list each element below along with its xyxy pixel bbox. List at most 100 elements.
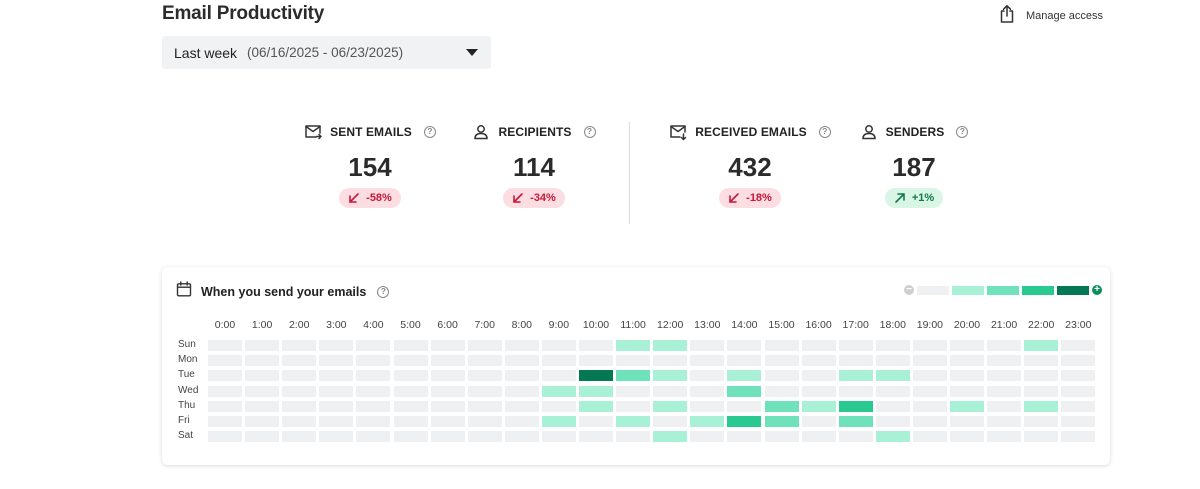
heatmap-cell[interactable] xyxy=(764,400,799,412)
heatmap-cell[interactable] xyxy=(1061,416,1096,427)
heatmap-cell[interactable] xyxy=(504,370,539,382)
heatmap-cell[interactable] xyxy=(838,355,873,367)
heatmap-cell[interactable] xyxy=(579,370,613,382)
heatmap-cell[interactable] xyxy=(393,355,428,367)
heatmap-cell[interactable] xyxy=(690,355,725,367)
heatmap-cell[interactable] xyxy=(282,385,317,397)
heatmap-cell[interactable] xyxy=(319,416,354,427)
heatmap-cell[interactable] xyxy=(950,431,984,443)
heatmap-cell[interactable] xyxy=(875,385,910,397)
heatmap-cell[interactable] xyxy=(467,340,502,351)
heatmap-cell[interactable] xyxy=(764,431,799,443)
heatmap-cell[interactable] xyxy=(504,431,539,443)
heatmap-cell[interactable] xyxy=(912,400,947,412)
heatmap-cell[interactable] xyxy=(319,400,354,412)
heatmap-cell[interactable] xyxy=(912,340,947,351)
heatmap-cell[interactable] xyxy=(1061,355,1096,367)
heatmap-cell[interactable] xyxy=(987,400,1022,412)
heatmap-cell[interactable] xyxy=(282,340,317,351)
heatmap-cell[interactable] xyxy=(875,431,910,443)
heatmap-cell[interactable] xyxy=(653,416,688,427)
heatmap-cell[interactable] xyxy=(653,340,688,351)
heatmap-cell[interactable] xyxy=(727,385,762,397)
heatmap-cell[interactable] xyxy=(653,355,688,367)
heatmap-cell[interactable] xyxy=(430,416,465,427)
heatmap-cell[interactable] xyxy=(653,431,688,443)
heatmap-cell[interactable] xyxy=(430,340,465,351)
heatmap-cell[interactable] xyxy=(356,385,391,397)
heatmap-cell[interactable] xyxy=(430,385,465,397)
heatmap-cell[interactable] xyxy=(393,431,428,443)
heatmap-cell[interactable] xyxy=(579,340,613,351)
heatmap-cell[interactable] xyxy=(801,340,836,351)
heatmap-cell[interactable] xyxy=(393,370,428,382)
heatmap-cell[interactable] xyxy=(838,370,873,382)
heatmap-cell[interactable] xyxy=(282,416,317,427)
heatmap-cell[interactable] xyxy=(393,385,428,397)
heatmap-cell[interactable] xyxy=(245,400,280,412)
heatmap-cell[interactable] xyxy=(541,385,576,397)
heatmap-cell[interactable] xyxy=(987,370,1022,382)
heatmap-cell[interactable] xyxy=(875,355,910,367)
heatmap-cell[interactable] xyxy=(282,431,317,443)
heatmap-cell[interactable] xyxy=(1024,355,1059,367)
help-icon[interactable]: ? xyxy=(423,126,436,138)
heatmap-cell[interactable] xyxy=(838,416,873,427)
heatmap-cell[interactable] xyxy=(950,340,984,351)
heatmap-cell[interactable] xyxy=(245,385,280,397)
heatmap-cell[interactable] xyxy=(616,370,651,382)
heatmap-cell[interactable] xyxy=(541,370,576,382)
heatmap-cell[interactable] xyxy=(1061,340,1096,351)
heatmap-cell[interactable] xyxy=(616,340,651,351)
heatmap-cell[interactable] xyxy=(356,355,391,367)
manage-access-button[interactable]: Manage access xyxy=(997,4,1103,27)
heatmap-cell[interactable] xyxy=(1061,431,1096,443)
heatmap-cell[interactable] xyxy=(616,355,651,367)
heatmap-cell[interactable] xyxy=(987,340,1022,351)
heatmap-cell[interactable] xyxy=(245,340,280,351)
heatmap-cell[interactable] xyxy=(950,400,984,412)
heatmap-cell[interactable] xyxy=(838,385,873,397)
heatmap-cell[interactable] xyxy=(912,370,947,382)
heatmap-cell[interactable] xyxy=(467,355,502,367)
heatmap-cell[interactable] xyxy=(1061,400,1096,412)
heatmap-cell[interactable] xyxy=(690,340,725,351)
heatmap-cell[interactable] xyxy=(764,370,799,382)
heatmap-cell[interactable] xyxy=(764,355,799,367)
heatmap-cell[interactable] xyxy=(319,370,354,382)
heatmap-cell[interactable] xyxy=(356,370,391,382)
heatmap-cell[interactable] xyxy=(912,416,947,427)
help-icon[interactable]: ? xyxy=(377,285,390,298)
heatmap-cell[interactable] xyxy=(541,400,576,412)
date-range-select[interactable]: Last week (06/16/2025 - 06/23/2025) xyxy=(162,36,491,69)
heatmap-cell[interactable] xyxy=(838,431,873,443)
heatmap-cell[interactable] xyxy=(801,370,836,382)
heatmap-cell[interactable] xyxy=(875,370,910,382)
heatmap-cell[interactable] xyxy=(430,400,465,412)
heatmap-cell[interactable] xyxy=(727,431,762,443)
heatmap-cell[interactable] xyxy=(690,370,725,382)
heatmap-cell[interactable] xyxy=(987,385,1022,397)
heatmap-cell[interactable] xyxy=(208,416,242,427)
heatmap-cell[interactable] xyxy=(727,340,762,351)
heatmap-cell[interactable] xyxy=(356,340,391,351)
heatmap-cell[interactable] xyxy=(690,431,725,443)
heatmap-cell[interactable] xyxy=(1024,431,1059,443)
heatmap-cell[interactable] xyxy=(1024,370,1059,382)
heatmap-cell[interactable] xyxy=(727,400,762,412)
heatmap-cell[interactable] xyxy=(208,385,242,397)
heatmap-cell[interactable] xyxy=(1061,385,1096,397)
heatmap-cell[interactable] xyxy=(541,355,576,367)
heatmap-cell[interactable] xyxy=(801,355,836,367)
heatmap-cell[interactable] xyxy=(727,416,762,427)
heatmap-cell[interactable] xyxy=(579,385,613,397)
heatmap-cell[interactable] xyxy=(838,340,873,351)
heatmap-cell[interactable] xyxy=(690,400,725,412)
heatmap-cell[interactable] xyxy=(393,416,428,427)
heatmap-cell[interactable] xyxy=(912,431,947,443)
heatmap-cell[interactable] xyxy=(319,431,354,443)
help-icon[interactable]: ? xyxy=(956,126,969,138)
heatmap-cell[interactable] xyxy=(208,340,242,351)
heatmap-cell[interactable] xyxy=(319,385,354,397)
heatmap-cell[interactable] xyxy=(912,355,947,367)
